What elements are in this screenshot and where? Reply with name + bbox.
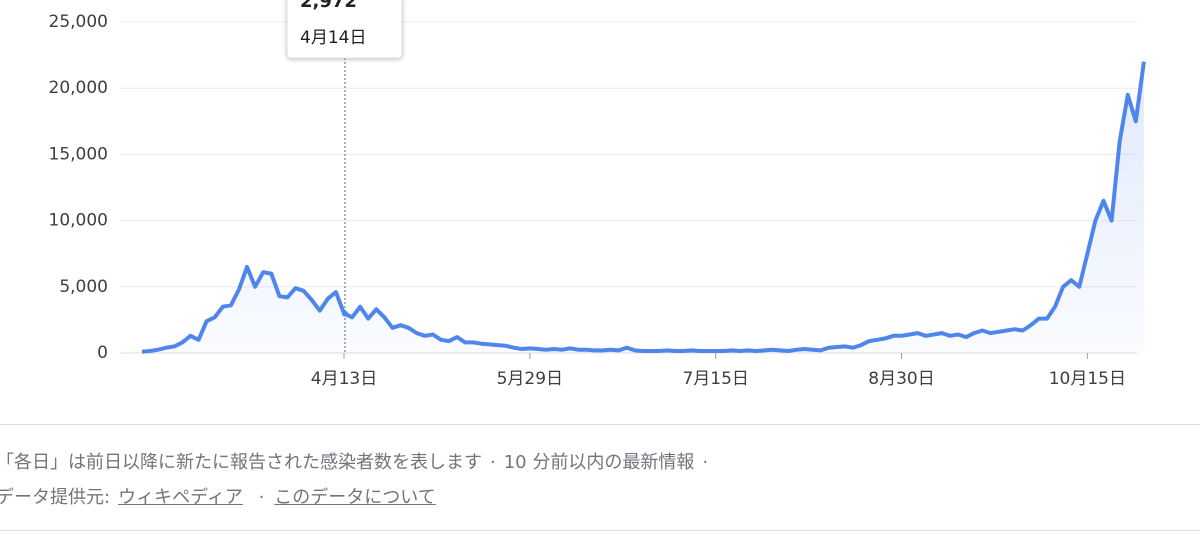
area-fill bbox=[142, 61, 1144, 353]
y-tick-label: 20,000 bbox=[49, 78, 108, 98]
x-tick-label: 4月13日 bbox=[311, 369, 377, 389]
separator: · bbox=[258, 487, 265, 508]
x-tick-label: 10月15日 bbox=[1049, 369, 1126, 389]
x-tick-label: 8月30日 bbox=[868, 369, 934, 389]
note: 「各日」は前日以降に新たに報告された感染者数を表します bbox=[0, 452, 482, 473]
x-tick-label: 7月15日 bbox=[682, 369, 748, 389]
tooltip-value: 2,972 bbox=[300, 0, 357, 12]
y-tick-label: 0 bbox=[97, 343, 108, 363]
tooltip-date: 4月14日 bbox=[300, 28, 366, 48]
source-link[interactable]: ウィキペディア bbox=[118, 487, 243, 508]
updated: 10 分前以内の最新情報 bbox=[503, 452, 695, 473]
divider bbox=[0, 424, 1200, 425]
y-tick-label: 15,000 bbox=[49, 144, 108, 164]
chart: 0 5,000 10,000 15,000 20,000 25,000 4月13日 5月29日… bbox=[49, 0, 1146, 389]
y-tick-label: 10,000 bbox=[49, 211, 108, 231]
about-link[interactable]: このデータについて bbox=[274, 487, 436, 508]
footer-line: データ提供元: ウィキペディア · このデータについて bbox=[0, 483, 436, 509]
line bbox=[141, 61, 1146, 354]
footer-line: 「各日」は前日以降に新たに報告された感染者数を表します · 10 分前以内の最新情報… bbox=[0, 448, 716, 474]
x-tick-label: 5月29日 bbox=[497, 369, 563, 389]
hover-point bbox=[342, 310, 348, 317]
source-label: データ提供元: bbox=[0, 487, 111, 508]
separator: · bbox=[702, 452, 709, 473]
divider bbox=[0, 530, 1200, 531]
y-tick-label: 25,000 bbox=[49, 12, 108, 32]
separator: · bbox=[490, 452, 496, 473]
y-tick-label: 5,000 bbox=[59, 277, 108, 297]
tooltip-box bbox=[286, 0, 403, 59]
